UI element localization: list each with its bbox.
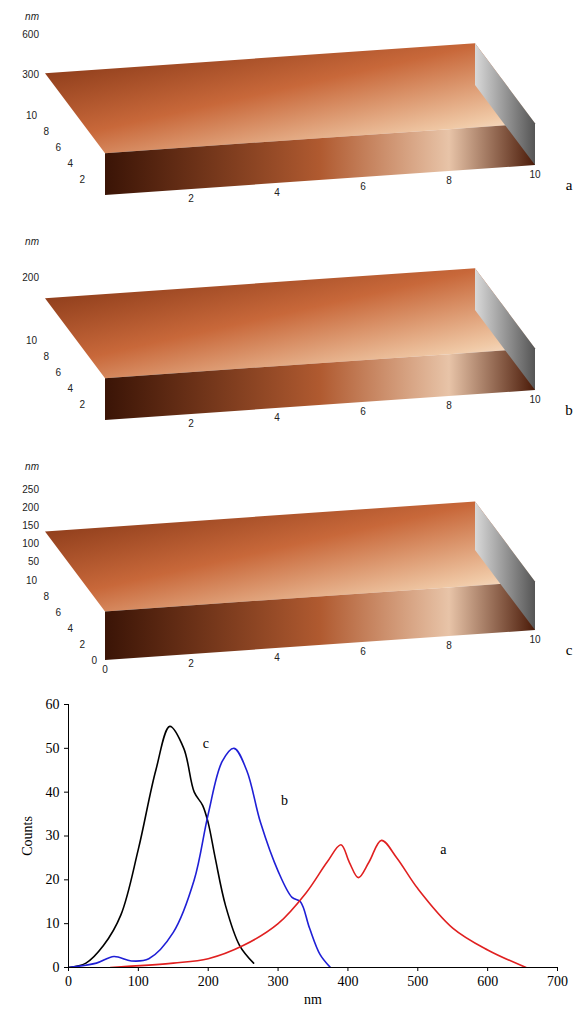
svg-text:8: 8 (446, 400, 452, 411)
svg-text:c: c (566, 642, 573, 658)
svg-text:10: 10 (529, 394, 541, 405)
svg-text:8: 8 (43, 351, 49, 362)
svg-text:40: 40 (46, 785, 60, 800)
svg-text:10: 10 (529, 634, 541, 645)
svg-text:600: 600 (477, 974, 498, 989)
svg-text:500: 500 (407, 974, 428, 989)
svg-text:2: 2 (188, 418, 194, 429)
svg-text:nm: nm (304, 992, 322, 1007)
svg-text:250: 250 (22, 484, 39, 495)
svg-text:nm: nm (25, 11, 39, 22)
svg-text:0: 0 (102, 664, 108, 675)
svg-text:200: 200 (198, 974, 219, 989)
svg-text:4: 4 (274, 187, 280, 198)
svg-text:b: b (565, 402, 573, 418)
svg-text:300: 300 (22, 69, 39, 80)
svg-text:4: 4 (274, 652, 280, 663)
svg-text:8: 8 (43, 591, 49, 602)
svg-text:10: 10 (529, 169, 541, 180)
svg-text:10: 10 (46, 916, 60, 931)
svg-text:50: 50 (46, 741, 60, 756)
svg-text:8: 8 (446, 640, 452, 651)
svg-text:6: 6 (55, 367, 61, 378)
svg-text:6: 6 (360, 406, 366, 417)
svg-text:6: 6 (55, 142, 61, 153)
svg-text:300: 300 (268, 974, 289, 989)
svg-text:600: 600 (22, 29, 39, 40)
svg-text:0: 0 (65, 974, 72, 989)
svg-text:a: a (566, 177, 573, 193)
svg-text:100: 100 (128, 974, 149, 989)
svg-text:700: 700 (547, 974, 568, 989)
svg-text:2: 2 (79, 399, 85, 410)
svg-text:8: 8 (43, 126, 49, 137)
svg-text:2: 2 (188, 193, 194, 204)
svg-text:200: 200 (22, 272, 39, 283)
svg-text:400: 400 (337, 974, 358, 989)
svg-text:2: 2 (79, 174, 85, 185)
svg-text:200: 200 (22, 502, 39, 513)
svg-text:c: c (203, 736, 209, 751)
svg-text:60: 60 (46, 697, 60, 712)
svg-text:100: 100 (22, 538, 39, 549)
svg-text:6: 6 (360, 646, 366, 657)
svg-text:10: 10 (26, 110, 38, 121)
svg-text:Counts: Counts (20, 816, 35, 856)
svg-text:nm: nm (25, 236, 39, 247)
svg-text:8: 8 (446, 175, 452, 186)
svg-text:10: 10 (26, 335, 38, 346)
svg-text:30: 30 (46, 828, 60, 843)
svg-text:20: 20 (46, 872, 60, 887)
svg-text:10: 10 (26, 575, 38, 586)
svg-text:50: 50 (28, 556, 40, 567)
svg-text:4: 4 (67, 623, 73, 634)
svg-text:nm: nm (25, 461, 39, 472)
svg-text:4: 4 (274, 412, 280, 423)
svg-text:a: a (440, 842, 447, 857)
svg-text:2: 2 (79, 639, 85, 650)
svg-text:b: b (281, 793, 288, 808)
svg-text:6: 6 (55, 607, 61, 618)
svg-text:6: 6 (360, 181, 366, 192)
svg-text:0: 0 (91, 655, 97, 666)
svg-text:4: 4 (67, 158, 73, 169)
svg-text:0: 0 (53, 960, 60, 975)
svg-text:4: 4 (67, 383, 73, 394)
svg-text:2: 2 (188, 658, 194, 669)
svg-text:150: 150 (22, 520, 39, 531)
